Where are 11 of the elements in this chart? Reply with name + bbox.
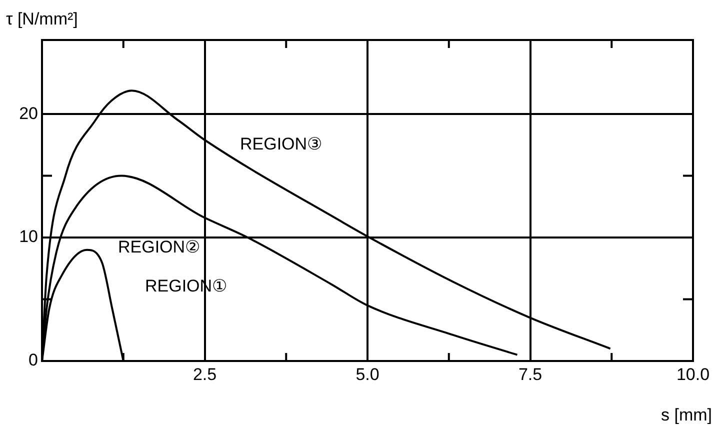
x-axis-title: s [mm] bbox=[661, 406, 712, 425]
series-label: REGION③ bbox=[240, 134, 322, 154]
y-tick-label: 0 bbox=[28, 350, 38, 370]
series-label: REGION② bbox=[118, 238, 200, 257]
y-tick-label: 10 bbox=[19, 227, 38, 246]
x-tick-label: 5.0 bbox=[356, 364, 380, 384]
x-tick-label: 7.5 bbox=[518, 364, 542, 384]
y-tick-label: 20 bbox=[19, 104, 38, 123]
x-tick-label: 10.0 bbox=[676, 364, 710, 384]
y-axis-title: τ [N/mm²] bbox=[6, 10, 78, 29]
x-tick-label: 2.5 bbox=[192, 364, 217, 384]
